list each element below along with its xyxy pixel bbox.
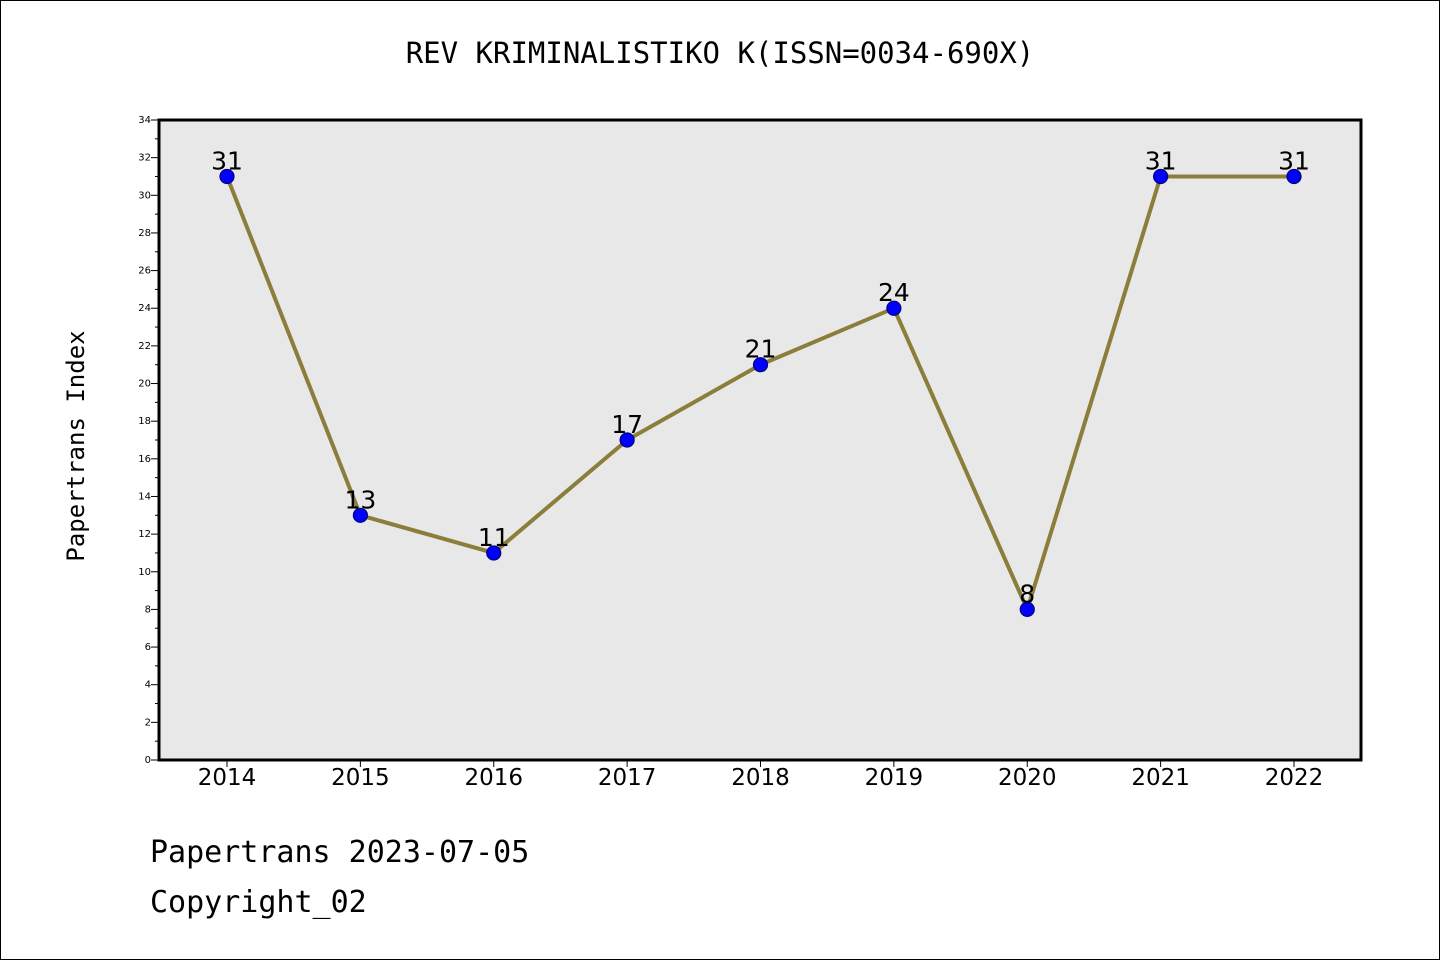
data-point: [1153, 168, 1169, 185]
data-point: [219, 168, 235, 185]
y-tick-label: 20: [138, 379, 151, 390]
data-point: [886, 300, 902, 316]
y-tick-label: 30: [138, 190, 151, 201]
x-tick-label: 2019: [865, 765, 924, 791]
footer-copyright: Copyright_02: [150, 885, 367, 920]
y-tick-label: 16: [138, 454, 151, 465]
data-label: 31: [1278, 146, 1310, 175]
y-tick-label: 8: [145, 604, 151, 615]
y-tick-label: 14: [138, 491, 151, 502]
data-label: 11: [478, 523, 510, 552]
x-tick-label: 2014: [198, 765, 257, 791]
plot-frame: [157, 118, 1363, 762]
y-tick-label: 24: [138, 303, 151, 314]
data-label: 24: [878, 278, 910, 307]
y-tick-label: 0: [145, 755, 151, 766]
x-tick-label: 2018: [731, 765, 790, 791]
y-tick-label: 26: [138, 266, 151, 277]
data-point: [486, 545, 502, 561]
footer-date-line: Papertrans 2023-07-05: [150, 835, 530, 870]
x-tick-label: 2020: [998, 765, 1057, 791]
y-tick-label: 18: [138, 416, 151, 427]
data-point: [352, 507, 368, 523]
data-point: [1019, 601, 1035, 618]
x-tick-label: 2021: [1131, 765, 1190, 791]
y-tick-label: 22: [138, 341, 151, 352]
y-tick-label: 32: [138, 153, 151, 164]
y-tick-label: 4: [145, 680, 151, 691]
chart-title: REV KRIMINALISTIKO K(ISSN=0034-690X): [405, 36, 1035, 70]
data-label: 31: [211, 146, 243, 175]
x-tick-label: 2017: [598, 765, 657, 791]
data-label: 31: [1145, 146, 1177, 175]
data-point: [619, 432, 635, 448]
y-tick-label: 12: [138, 529, 151, 540]
data-point: [752, 357, 769, 373]
data-label: 8: [1019, 579, 1035, 608]
y-tick-label: 34: [138, 115, 151, 126]
data-point: [1286, 168, 1302, 185]
x-tick-label: 2016: [464, 765, 523, 791]
data-label: 17: [611, 410, 643, 439]
data-label: 21: [745, 335, 777, 364]
x-tick-label: 2022: [1265, 765, 1324, 791]
y-tick-label: 28: [138, 228, 151, 239]
y-tick-label: 2: [145, 717, 151, 728]
y-tick-label: 10: [138, 567, 151, 578]
x-tick-label: 2015: [331, 765, 390, 791]
data-label: 13: [344, 485, 376, 514]
plot-area: [159, 120, 1361, 760]
y-tick-label: 6: [145, 642, 151, 653]
